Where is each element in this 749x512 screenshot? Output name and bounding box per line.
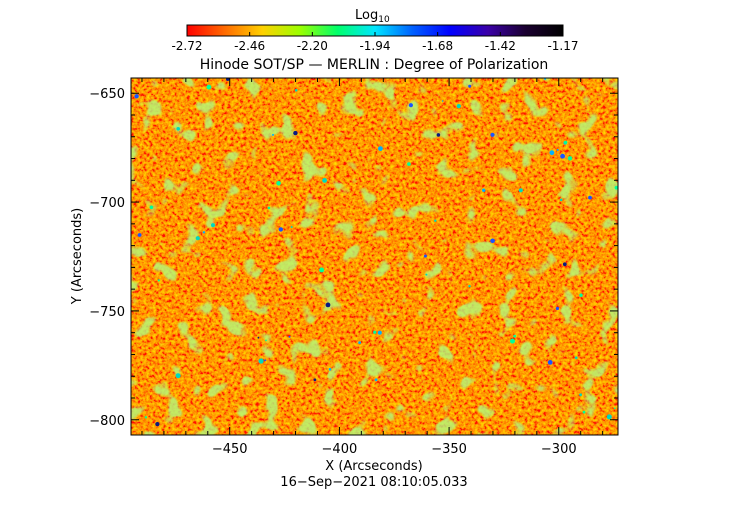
polarization-spot — [606, 414, 612, 420]
y-axis: −650 −700 −750 −800 — [89, 87, 618, 429]
polarization-spot — [272, 133, 274, 136]
polarization-spot — [134, 94, 139, 99]
timestamp: 16−Sep−2021 08:10:05.033 — [280, 475, 467, 490]
polarization-spot — [378, 146, 383, 152]
polarization-spot — [614, 185, 618, 190]
x-axis-label: X (Arcseconds) — [325, 459, 422, 474]
polarization-spot — [588, 195, 592, 200]
polarization-spot — [563, 140, 568, 145]
polarization-spot — [267, 206, 271, 210]
polarization-spot — [441, 100, 444, 102]
polarization-spot — [257, 336, 260, 339]
x-tick-label: −300 — [541, 442, 577, 457]
polarization-spot — [322, 178, 327, 183]
polarization-spot — [195, 236, 200, 241]
polarization-spot — [547, 360, 553, 365]
y-tick-label: −700 — [89, 196, 125, 211]
polarization-spot — [319, 267, 325, 273]
polarization-spot — [328, 368, 332, 371]
polarization-spot — [175, 373, 181, 379]
polarization-spot — [211, 223, 215, 228]
y-tick-label: −650 — [89, 87, 125, 102]
colorbar-tick-label: -2.20 — [297, 39, 328, 53]
colorbar-label: Log10 — [355, 8, 390, 25]
plot-title: Hinode SOT/SP — MERLIN : Degree of Polar… — [200, 57, 549, 73]
polarization-spot — [574, 356, 578, 360]
polarization-spot — [468, 285, 471, 288]
polarization-spot — [468, 84, 472, 88]
polarization-spot — [288, 335, 291, 338]
polarization-spot — [555, 306, 560, 311]
polarization-spot — [137, 233, 142, 237]
polarization-spot — [518, 188, 523, 193]
polarization-spot — [155, 422, 160, 427]
polarization-spot — [264, 359, 267, 362]
polarization-spots — [134, 78, 618, 427]
colorbar-tick-label: -1.42 — [485, 39, 516, 53]
polarization-spot — [510, 338, 515, 344]
polarization-spot — [226, 78, 230, 81]
polarization-spot — [434, 219, 437, 222]
polarization-spot — [579, 293, 583, 297]
polarization-spot — [373, 330, 377, 334]
colorbar-tick-label: -1.94 — [359, 39, 390, 53]
polarization-spot — [265, 339, 267, 342]
polarization-spot — [567, 156, 573, 161]
x-tick-label: −400 — [322, 442, 358, 457]
polarization-spot — [482, 188, 486, 192]
polarization-spot — [579, 393, 582, 397]
polarization-spot — [436, 133, 441, 137]
polarization-spot — [582, 410, 586, 414]
polarization-spot — [423, 254, 427, 258]
polarization-spot — [490, 238, 495, 244]
colorbar-tick-label: -2.46 — [234, 39, 265, 53]
polarization-spot — [313, 378, 317, 382]
x-tick-label: −450 — [212, 442, 248, 457]
polarization-spot — [374, 378, 378, 382]
polarization-spot — [490, 132, 495, 137]
polarization-spot — [408, 103, 413, 108]
polarization-map — [131, 78, 618, 435]
polarization-spot — [325, 302, 331, 308]
polarization-spot — [377, 330, 382, 335]
polarization-spot — [562, 262, 567, 267]
polarization-spot — [613, 407, 616, 410]
y-tick-label: −750 — [89, 305, 125, 320]
polarization-spot — [549, 150, 555, 156]
polarization-spot — [278, 227, 283, 232]
polarization-spot — [407, 162, 411, 166]
colorbar: Log10 -2.72 -2.46 -2.20 -1.94 -1.68 -1.42 -1.1… — [171, 8, 578, 53]
polarization-spot — [144, 416, 148, 419]
polarization-spot — [560, 153, 565, 159]
polarization-spot — [149, 205, 154, 210]
x-axis: −450 −400 −350 −300 — [141, 78, 604, 457]
y-axis-label: Y (Arcseconds) — [70, 208, 85, 305]
polarization-spot — [456, 104, 461, 109]
plot-frame — [130, 77, 619, 436]
polarization-spot — [290, 226, 293, 228]
polarization-spot — [157, 279, 160, 282]
polarization-spot — [202, 231, 206, 234]
polarization-spot — [294, 88, 298, 92]
polarization-spot — [556, 148, 559, 151]
polarization-spot — [358, 341, 361, 344]
polarization-spot — [276, 181, 281, 186]
polarization-spot — [513, 334, 517, 338]
polarization-spot — [176, 127, 180, 131]
x-tick-label: −350 — [431, 442, 467, 457]
colorbar-tick-label: -2.72 — [171, 39, 202, 53]
polarization-spot — [425, 273, 428, 276]
colorbar-tick-label: -1.68 — [422, 39, 453, 53]
y-tick-label: −800 — [89, 414, 125, 429]
colorbar-tick-label: -1.17 — [547, 39, 578, 53]
colorbar-ticks: -2.72 -2.46 -2.20 -1.94 -1.68 -1.42 -1.17 — [171, 32, 579, 53]
polarization-spot — [258, 358, 264, 364]
polarization-spot — [206, 84, 212, 90]
polarization-spot — [559, 198, 563, 202]
polarization-spot — [293, 130, 298, 136]
